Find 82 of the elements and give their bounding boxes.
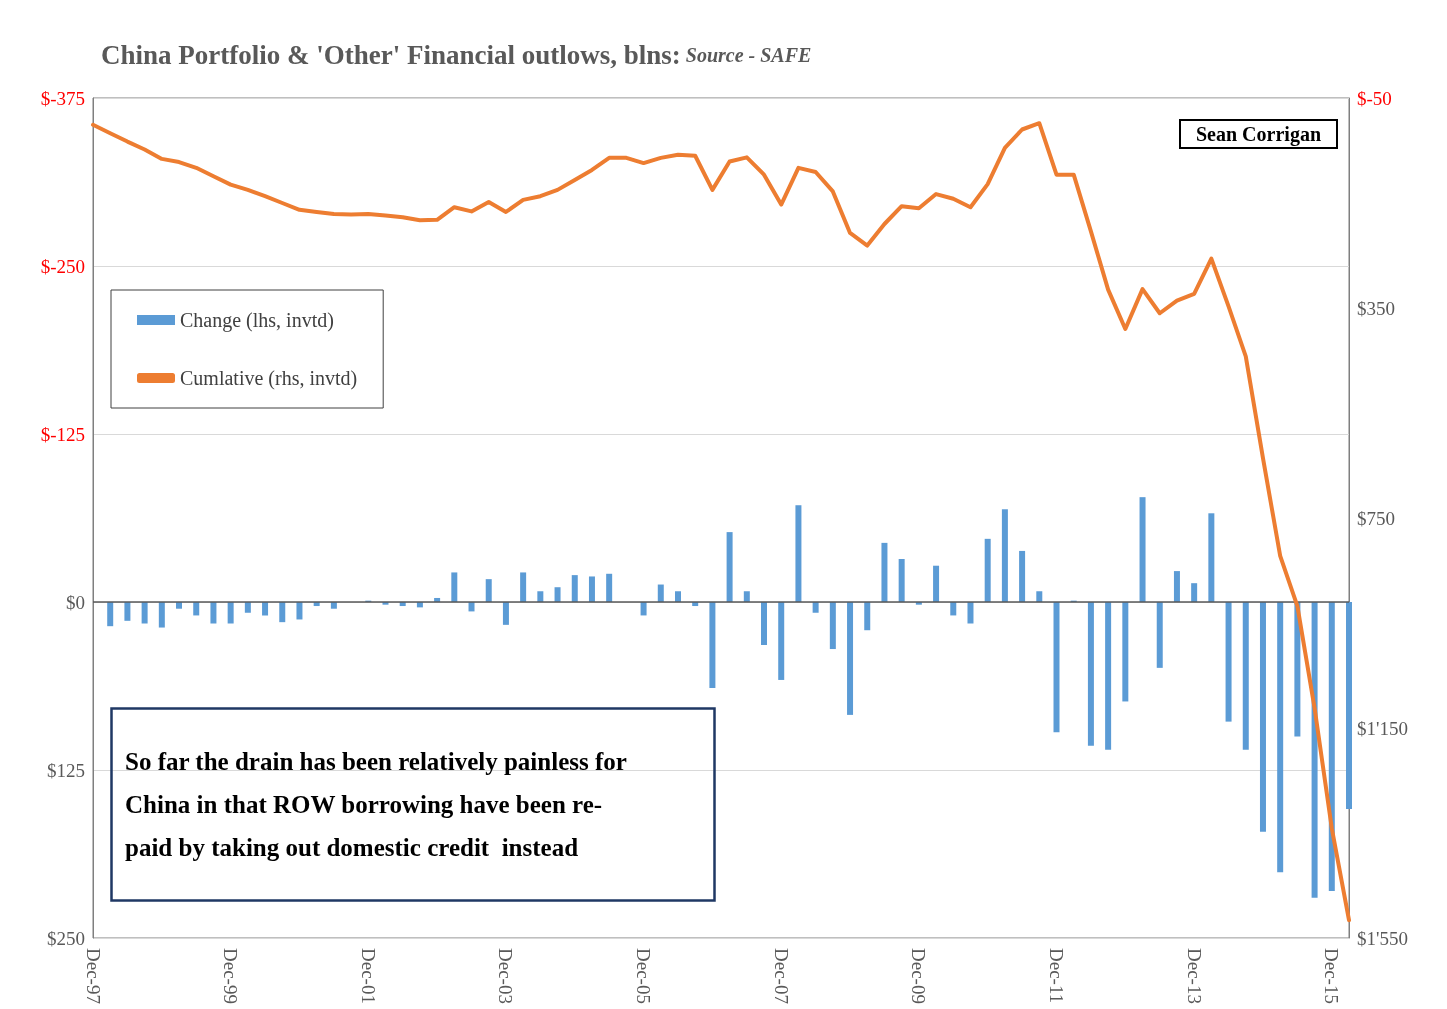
bar [967,602,974,624]
bar [485,579,492,602]
bar [1001,509,1008,602]
bar [657,584,664,602]
chart-subtitle: Source - SAFE [685,43,812,66]
y-tick-label: $-125 [40,423,85,445]
bar [743,591,750,602]
y2-tick-label: $750 [1357,507,1395,529]
x-tick-label: Dec-99 [220,948,242,1004]
y-tick-label: $-375 [40,87,85,109]
legend-label: Change (lhs, invtd) [180,309,334,332]
bar [1277,602,1284,873]
bar [107,602,114,627]
bar [1259,602,1266,832]
bar [158,602,165,628]
bar [1173,571,1180,602]
bar [898,558,905,602]
bar [537,591,544,602]
bar [812,602,819,613]
bar [1311,602,1318,898]
x-tick-label: Dec-15 [1321,948,1343,1004]
bar [881,542,888,602]
y-tick-label: $0 [66,591,85,613]
bar [279,602,286,623]
x-tick-label: Dec-05 [633,948,655,1004]
bar [778,602,785,680]
y2-tick-label: $1'150 [1357,717,1408,739]
bar [451,572,458,602]
bar [726,532,733,602]
bar [829,602,836,650]
bar [1242,602,1249,750]
bar [588,576,595,602]
legend-label: Cumlative (rhs, invtd) [180,367,358,390]
bar [606,573,613,602]
bar [709,602,716,689]
bar [847,602,854,715]
bar [1087,602,1094,746]
bar [1019,550,1026,602]
x-tick-label: Dec-03 [495,948,517,1004]
x-tick-label: Dec-11 [1046,948,1068,1004]
x-tick-label: Dec-01 [357,948,379,1004]
x-tick-label: Dec-07 [770,948,792,1004]
bar [1191,583,1198,602]
bar [244,602,251,613]
bar [571,575,578,602]
bar [502,602,509,625]
bar [933,565,940,602]
y2-tick-label: $-50 [1357,87,1392,109]
bar [1225,602,1232,722]
bar [520,572,527,602]
bar [227,602,234,624]
bar [1105,602,1112,750]
y-tick-label: $125 [47,759,85,781]
chart-title: China Portfolio & 'Other' Financial outlows, blns: [101,39,681,70]
bar [984,538,991,602]
bar [1053,602,1060,733]
bar [674,591,681,602]
bar [1328,602,1335,891]
y2-tick-label: $1'550 [1357,927,1408,949]
bar [1156,602,1163,668]
x-tick-label: Dec-09 [908,948,930,1004]
bar [1122,602,1129,702]
bar [795,505,802,602]
bar [554,587,561,602]
bar [864,602,871,631]
y-tick-label: $250 [47,927,85,949]
annotation: So far the drain has been relatively painless for China in that ROW borrowing have been re- paid by taking out domestic credit instead [125,748,627,861]
bar [1139,497,1146,602]
bar [761,602,768,646]
bar [210,602,217,624]
bar [1208,513,1215,602]
x-tick-label: Dec-13 [1183,948,1205,1004]
bar [1036,591,1043,602]
y-tick-label: $-250 [40,255,85,277]
y2-tick-label: $350 [1357,297,1395,319]
bar [1346,602,1352,809]
x-tick-label: Dec-97 [82,948,104,1004]
line-series [91,121,1351,923]
bar [141,602,148,624]
bar [124,602,131,621]
bar [296,602,303,620]
annotation: Sean Corrigan [1196,123,1321,146]
